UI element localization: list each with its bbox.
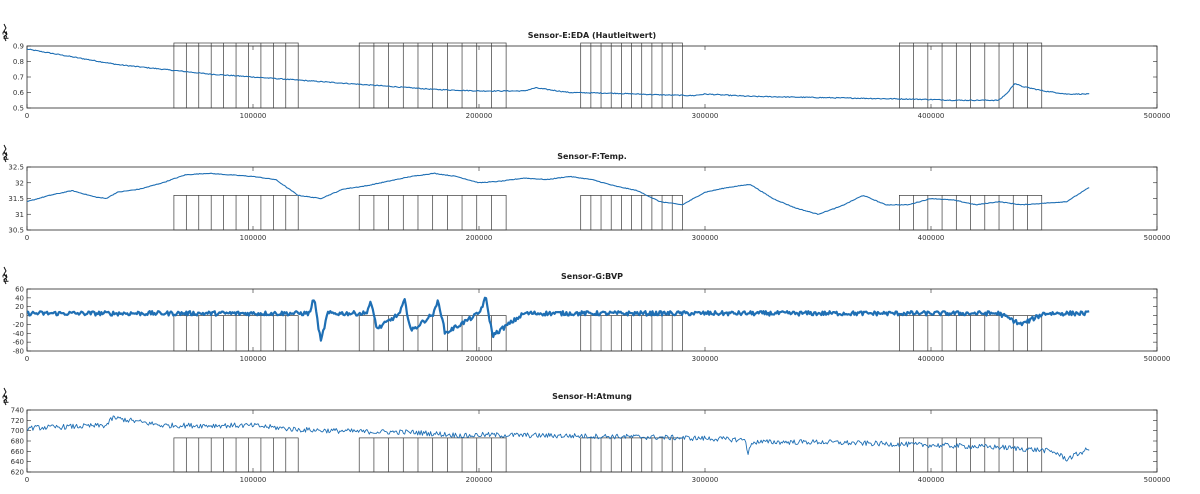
axes-box: [26, 45, 1158, 109]
y-tick-label: -80: [13, 348, 24, 356]
y-tick-label: 31.5: [8, 195, 24, 203]
condition-block: [899, 42, 1043, 109]
y-tick-label: 680: [11, 438, 24, 446]
x-tick-label: 300000: [692, 355, 719, 363]
condition-block: [173, 437, 299, 473]
y-tick-label: 0.8: [13, 58, 24, 66]
condition-block: [899, 195, 1043, 231]
y-tick-label: 40: [15, 294, 24, 302]
axes-box: [26, 409, 1158, 473]
condition-block: [580, 315, 683, 352]
x-tick-label: 200000: [466, 355, 493, 363]
condition-block: [358, 42, 507, 109]
x-tick-label: 100000: [240, 112, 267, 120]
axes-box: [26, 288, 1158, 352]
x-tick-label: 100000: [240, 476, 267, 484]
x-tick-label: 500000: [1144, 234, 1171, 242]
y-label-glyph-icon: [3, 387, 8, 406]
x-tick-label: 300000: [692, 476, 719, 484]
panel-2: Sensor-F:Temp.p20 100000 200000 300000 40000…: [2, 144, 1171, 242]
x-tick-label: 400000: [918, 355, 945, 363]
x-tick-label: 200000: [466, 234, 493, 242]
x-tick-label: 300000: [692, 234, 719, 242]
y-tick-label: 32: [15, 179, 24, 187]
y-tick-label: 31: [15, 211, 24, 219]
y-tick-label: 0.9: [13, 43, 24, 51]
x-tick-label: 400000: [918, 112, 945, 120]
chart-title: Sensor-G:BVP: [561, 272, 623, 281]
y-tick-label: -60: [13, 339, 24, 347]
x-tick-label: 100000: [240, 234, 267, 242]
condition-block: [358, 437, 507, 473]
y-tick-label: -20: [13, 321, 24, 329]
condition-block: [580, 42, 683, 109]
condition-block: [173, 195, 299, 231]
x-tick-label: 200000: [466, 476, 493, 484]
y-tick-label: 0.6: [13, 89, 25, 97]
y-tick-label: -40: [13, 330, 24, 338]
x-tick-label: 200000: [466, 112, 493, 120]
x-tick-label: 500000: [1144, 112, 1171, 120]
condition-block: [173, 42, 299, 109]
x-tick-label: 0: [25, 355, 29, 363]
y-label-glyph-icon: [3, 144, 8, 163]
y-tick-label: 20: [15, 303, 24, 311]
series-line-temp: [26, 172, 1090, 215]
y-tick-label: 700: [11, 427, 24, 435]
axes-box: [26, 166, 1158, 231]
x-tick-label: 0: [25, 112, 29, 120]
condition-block: [899, 437, 1043, 473]
y-label-glyph-icon: [3, 266, 8, 285]
y-tick-label: 720: [11, 417, 24, 425]
y-tick-label: 620: [11, 469, 24, 477]
condition-block: [899, 315, 1043, 352]
x-tick-label: 300000: [692, 112, 719, 120]
y-tick-label: 0.7: [13, 74, 24, 82]
x-tick-label: 400000: [918, 476, 945, 484]
condition-block: [580, 437, 683, 473]
x-tick-label: 400000: [918, 234, 945, 242]
series-line-bvp: [26, 296, 1090, 342]
y-tick-label: 30.5: [8, 227, 24, 235]
y-tick-label: 740: [11, 407, 24, 415]
chart-title: Sensor-E:EDA (Hautleitwert): [528, 31, 656, 40]
y-tick-label: 0.5: [13, 105, 24, 113]
series-line-eda: [26, 48, 1090, 102]
condition-block: [580, 195, 683, 231]
x-tick-label: 100000: [240, 355, 267, 363]
x-tick-label: 0: [25, 234, 29, 242]
x-tick-label: 500000: [1144, 476, 1171, 484]
series-line-atmung: [26, 415, 1090, 462]
chart-title: Sensor-F:Temp.: [557, 152, 627, 161]
y-label-glyph-icon: [3, 23, 8, 42]
chart-title: Sensor-H:Atmung: [552, 392, 632, 401]
condition-block: [358, 195, 507, 231]
y-tick-label: 32.5: [8, 164, 24, 172]
x-tick-label: 500000: [1144, 355, 1171, 363]
y-tick-label: 60: [15, 286, 24, 294]
y-tick-label: 0: [20, 312, 24, 320]
y-tick-label: 640: [11, 458, 24, 466]
x-tick-label: 0: [25, 476, 29, 484]
y-tick-label: 660: [11, 448, 24, 456]
panel-1: Sensor-E:EDA (Hautleitwert)p20 100000 2000…: [2, 23, 1171, 120]
